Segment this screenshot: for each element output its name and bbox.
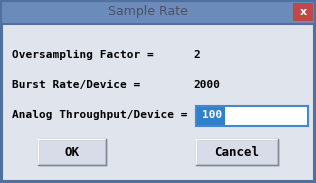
- Text: 2: 2: [193, 50, 200, 60]
- Text: x: x: [300, 7, 307, 17]
- Text: 2000: 2000: [193, 80, 220, 90]
- Bar: [196, 139, 278, 165]
- Bar: [196, 106, 308, 126]
- Text: Burst Rate/Device =: Burst Rate/Device =: [12, 80, 140, 90]
- Bar: [38, 139, 106, 165]
- Text: Cancel: Cancel: [215, 145, 259, 158]
- Bar: [2, 24, 314, 181]
- Bar: [0, 0, 316, 24]
- Bar: [197, 107, 225, 125]
- Text: 100: 100: [202, 110, 222, 120]
- Bar: [293, 3, 313, 21]
- Text: OK: OK: [64, 145, 80, 158]
- Text: Sample Rate: Sample Rate: [108, 5, 188, 18]
- Text: Analog Throughput/Device =: Analog Throughput/Device =: [12, 110, 187, 120]
- Text: Oversampling Factor =: Oversampling Factor =: [12, 50, 154, 60]
- Bar: [2, 24, 314, 181]
